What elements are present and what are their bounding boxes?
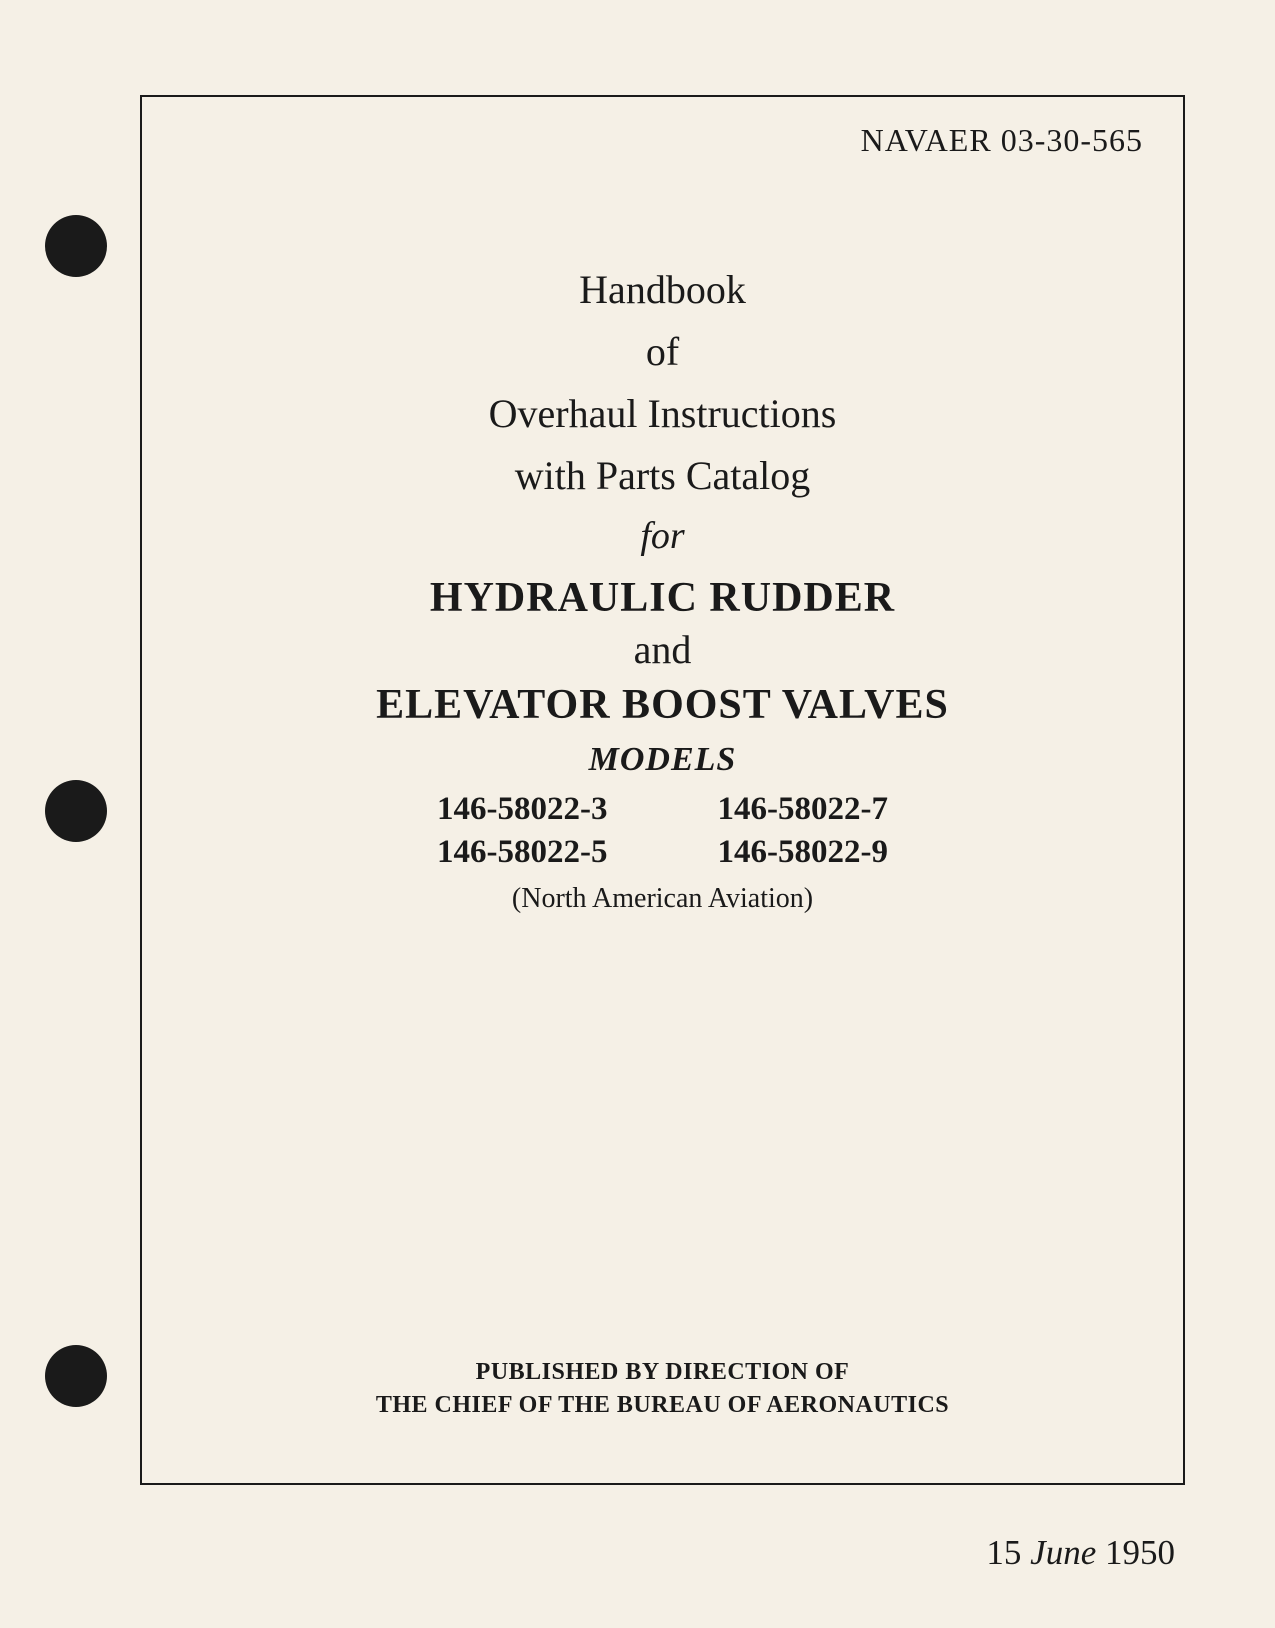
model-number: 146-58022-7 <box>718 791 888 828</box>
title-line: Overhaul Instructions <box>182 383 1143 445</box>
publisher-block: PUBLISHED BY DIRECTION OF THE CHIEF OF T… <box>142 1356 1183 1423</box>
subject-line: HYDRAULIC RUDDER <box>182 574 1143 622</box>
models-column: 146-58022-3 146-58022-5 <box>437 791 607 871</box>
publication-date: 15 June 1950 <box>986 1533 1175 1573</box>
punch-hole-icon <box>45 780 107 842</box>
for-word: for <box>182 507 1143 566</box>
models-grid: 146-58022-3 146-58022-5 146-58022-7 146-… <box>182 791 1143 871</box>
content-border: NAVAER 03-30-565 Handbook of Overhaul In… <box>140 95 1185 1485</box>
model-number: 146-58022-3 <box>437 791 607 828</box>
document-id: NAVAER 03-30-565 <box>182 122 1143 159</box>
punch-hole-icon <box>45 215 107 277</box>
models-heading: MODELS <box>182 741 1143 779</box>
date-day: 15 <box>986 1533 1021 1572</box>
manufacturer: (North American Aviation) <box>182 883 1143 915</box>
publisher-line: THE CHIEF OF THE BUREAU OF AERONAUTICS <box>142 1389 1183 1423</box>
punch-hole-icon <box>45 1345 107 1407</box>
date-year: 1950 <box>1105 1533 1175 1572</box>
title-block: Handbook of Overhaul Instructions with P… <box>182 259 1143 915</box>
model-number: 146-58022-5 <box>437 834 607 871</box>
date-month: June <box>1030 1533 1096 1572</box>
models-column: 146-58022-7 146-58022-9 <box>718 791 888 871</box>
title-line: with Parts Catalog <box>182 445 1143 507</box>
model-number: 146-58022-9 <box>718 834 888 871</box>
publisher-line: PUBLISHED BY DIRECTION OF <box>142 1356 1183 1390</box>
title-line: Handbook <box>182 259 1143 321</box>
title-line: of <box>182 321 1143 383</box>
subject-line: ELEVATOR BOOST VALVES <box>182 681 1143 729</box>
subject-and: and <box>182 626 1143 673</box>
document-page: NAVAER 03-30-565 Handbook of Overhaul In… <box>0 0 1275 1628</box>
